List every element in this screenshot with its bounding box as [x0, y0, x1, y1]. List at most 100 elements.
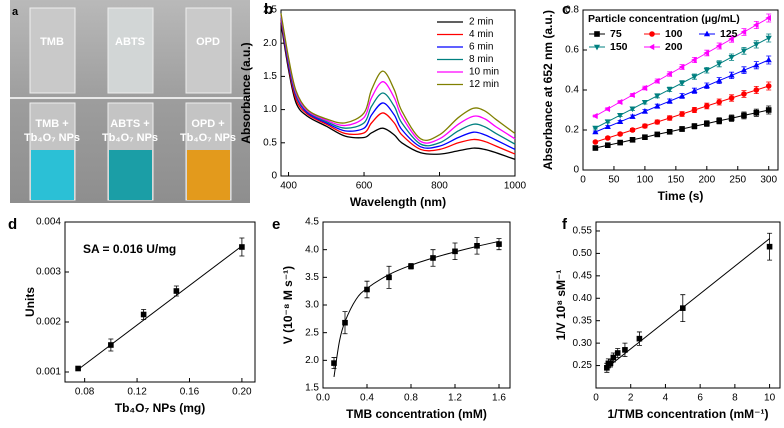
y-tick-label: 0.002	[36, 317, 61, 328]
y-tick-label: 0.003	[36, 267, 61, 278]
marker	[741, 112, 747, 119]
marker	[740, 66, 748, 73]
photo-label: ABTS +	[110, 118, 149, 130]
marker	[728, 115, 735, 121]
cuvette	[29, 7, 76, 94]
x-tick-label: 1.2	[448, 393, 462, 404]
x-tick-label: 0.08	[75, 387, 95, 398]
photo-label: OPD +	[191, 118, 224, 130]
legend-label: 8 min	[469, 54, 493, 65]
marker	[716, 99, 722, 105]
x-tick-label: 400	[280, 181, 297, 192]
photo-panel: a TMB ABTS OPD TMB + Tb₄O₇ NPs ABTS + Tb…	[10, 0, 250, 203]
panel-label: d	[8, 216, 17, 233]
marker	[691, 74, 698, 80]
marker	[331, 360, 337, 366]
marker	[173, 288, 180, 294]
y-tick-label: 2.0	[305, 355, 319, 366]
x-tick-label: 250	[729, 175, 746, 186]
y-tick-label: 1.5	[305, 383, 319, 394]
marker	[728, 35, 734, 43]
legend-label: 200	[665, 41, 683, 53]
x-tick-label: 4	[663, 393, 669, 404]
liquid	[109, 150, 152, 200]
marker	[679, 126, 685, 132]
y-tick-label: 2.0	[263, 38, 277, 49]
x-tick-label: 100	[637, 175, 654, 186]
spectrum-line	[280, 13, 516, 142]
y-axis-title: Absorbance (a.u.)	[239, 42, 253, 143]
marker	[629, 113, 636, 119]
marker	[716, 118, 722, 124]
marker	[629, 137, 636, 143]
x-axis-title: TMB concentration (mM)	[346, 407, 487, 421]
y-tick-label: 3.5	[305, 272, 319, 283]
marker	[765, 35, 772, 42]
marker	[594, 31, 600, 37]
x-tick-label: 50	[608, 175, 620, 186]
liquid	[31, 150, 74, 200]
marker	[654, 93, 661, 100]
fit-line	[333, 240, 500, 378]
marker	[641, 99, 648, 106]
marker	[610, 354, 617, 361]
marker	[666, 129, 673, 135]
panel-label: f	[562, 216, 568, 233]
marker	[704, 103, 710, 109]
marker	[629, 91, 635, 99]
x-tick-label: 1.6	[492, 393, 506, 404]
y-axis-title: Units	[23, 287, 37, 317]
x-tick-label: 600	[356, 181, 373, 192]
spectrum-line	[280, 17, 516, 151]
legend-label: 12 min	[469, 79, 499, 90]
marker	[408, 263, 414, 270]
panel-label: c	[562, 1, 570, 18]
y-tick-label: 2.5	[305, 327, 319, 338]
marker	[765, 56, 772, 63]
marker	[592, 125, 599, 132]
marker	[715, 42, 722, 50]
marker	[703, 49, 710, 57]
marker	[753, 110, 760, 116]
plot-frame	[280, 9, 516, 177]
photo-label: Tb₄O₇ NPs	[24, 132, 80, 144]
spectrum-line	[280, 23, 516, 161]
legend-label: 6 min	[469, 42, 493, 53]
marker	[728, 95, 735, 101]
marker	[364, 286, 370, 293]
legend-label: 75	[610, 28, 622, 40]
marker	[703, 67, 710, 74]
marker	[703, 30, 711, 37]
x-axis-title: Time (s)	[658, 189, 704, 203]
liquid	[187, 150, 230, 200]
x-tick-label: 800	[431, 181, 448, 192]
plot-frame	[595, 221, 781, 389]
y-tick-label: 3.0	[305, 300, 319, 311]
y-tick-label: 0.35	[573, 315, 593, 326]
panel-label: a	[12, 6, 19, 18]
plot-frame	[322, 221, 511, 389]
legend-label: 4 min	[469, 29, 493, 40]
marker	[691, 107, 698, 113]
marker	[691, 87, 698, 94]
legend-label: 125	[720, 28, 738, 40]
x-axis-title: Wavelength (nm)	[350, 195, 446, 209]
x-tick-label: 2	[628, 393, 634, 404]
x-tick-label: 8	[732, 393, 738, 404]
marker	[678, 92, 686, 99]
x-tick-label: 0	[580, 175, 586, 186]
x-tick-label: 0.12	[127, 387, 147, 398]
y-tick-label: 0.25	[573, 360, 593, 371]
panel-label: e	[272, 216, 280, 233]
marker	[753, 61, 760, 68]
y-tick-label: 0	[271, 171, 277, 182]
photo-label: TMB	[40, 36, 64, 48]
x-tick-label: 0.0	[316, 393, 330, 404]
plot-frame	[64, 221, 256, 383]
marker	[604, 123, 611, 130]
y-tick-label: 0.004	[36, 217, 61, 228]
marker	[607, 360, 614, 367]
y-axis-title: V (10⁻⁸ M s⁻¹)	[281, 266, 295, 344]
marker	[617, 139, 623, 146]
marker	[592, 112, 598, 120]
